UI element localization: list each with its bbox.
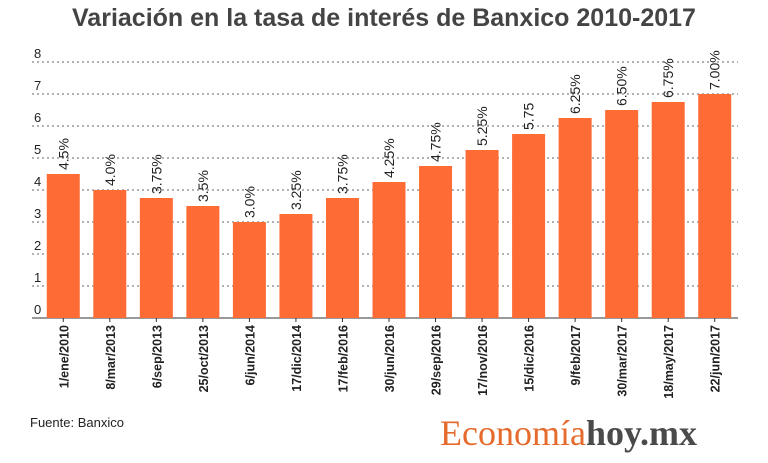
chart-title: Variación en la tasa de interés de Banxi… <box>72 4 696 32</box>
y-tick-label: 0 <box>34 302 41 317</box>
bar-value-label: 6.75% <box>660 58 676 98</box>
y-tick-label: 1 <box>34 270 41 285</box>
x-tick-label: 17/dic/2014 <box>290 325 304 392</box>
y-tick-label: 5 <box>34 142 41 157</box>
logo-part-2: hoy.mx <box>585 413 697 453</box>
y-tick-label: 4 <box>34 174 41 189</box>
bar-value-label: 4.0% <box>102 154 118 186</box>
x-tick-label: 18/may/2017 <box>662 325 676 399</box>
bar-value-label: 4.75% <box>428 122 444 162</box>
x-tick-label: 22/jun/2017 <box>709 325 723 392</box>
economiahoy-logo: Economíahoy.mx <box>440 413 697 453</box>
y-tick-label: 2 <box>34 238 41 253</box>
bar <box>325 198 359 318</box>
x-tick-label: 9/feb/2017 <box>569 325 583 386</box>
bar-value-label: 5.25% <box>474 106 490 146</box>
x-tick-label: 1/ene/2010 <box>57 325 71 388</box>
x-tick-label: 6/sep/2013 <box>150 325 164 388</box>
bar <box>46 174 80 318</box>
x-tick-label: 6/jun/2014 <box>243 325 257 385</box>
bar-value-label: 4.25% <box>381 138 397 178</box>
bar-value-label: 3.0% <box>241 186 257 218</box>
bar <box>93 190 127 318</box>
y-tick-label: 8 <box>34 46 41 61</box>
bar <box>512 134 546 318</box>
bar-value-label: 7.00% <box>707 50 723 90</box>
bar <box>279 214 313 318</box>
x-tick-label: 17/nov/2016 <box>476 325 490 396</box>
bar-value-label: 3.5% <box>195 170 211 202</box>
y-tick-label: 3 <box>34 206 41 221</box>
x-tick-label: 25/oct/2013 <box>197 325 211 392</box>
x-tick-label: 8/mar/2013 <box>104 325 118 390</box>
bar-value-label: 6.25% <box>567 74 583 114</box>
bar-value-label: 4.5% <box>55 138 71 170</box>
bar <box>605 110 639 318</box>
bar-value-label: 3.25% <box>288 170 304 210</box>
bar-chart: 0 1 2 3 4 5 6 7 8 4.5% 1/ene/2010 4.0% 8/mar/2013 3.7… <box>32 46 738 399</box>
x-tick-label: 29/sep/2016 <box>430 325 444 395</box>
bar <box>372 182 406 318</box>
bar <box>186 206 220 318</box>
logo-part-1: Economía <box>440 413 586 453</box>
bar-value-label: 5.75 <box>521 103 537 130</box>
x-tick-label: 17/feb/2016 <box>336 325 350 392</box>
bar <box>139 198 173 318</box>
bar-value-label: 3.75% <box>334 154 350 194</box>
y-tick-label: 6 <box>34 110 41 125</box>
x-tick-label: 30/jun/2016 <box>383 325 397 392</box>
bar <box>651 102 685 318</box>
bar <box>698 94 732 318</box>
y-tick-label: 7 <box>34 78 41 93</box>
bar <box>558 118 592 318</box>
bar-value-label: 6.50% <box>614 66 630 106</box>
bar <box>419 166 453 318</box>
bar <box>232 222 266 318</box>
x-tick-label: 15/dic/2016 <box>523 325 537 392</box>
bar-value-label: 3.75% <box>148 154 164 194</box>
source-note: Fuente: Banxico <box>30 415 124 430</box>
x-tick-label: 30/mar/2017 <box>616 325 630 397</box>
bar <box>465 150 499 318</box>
